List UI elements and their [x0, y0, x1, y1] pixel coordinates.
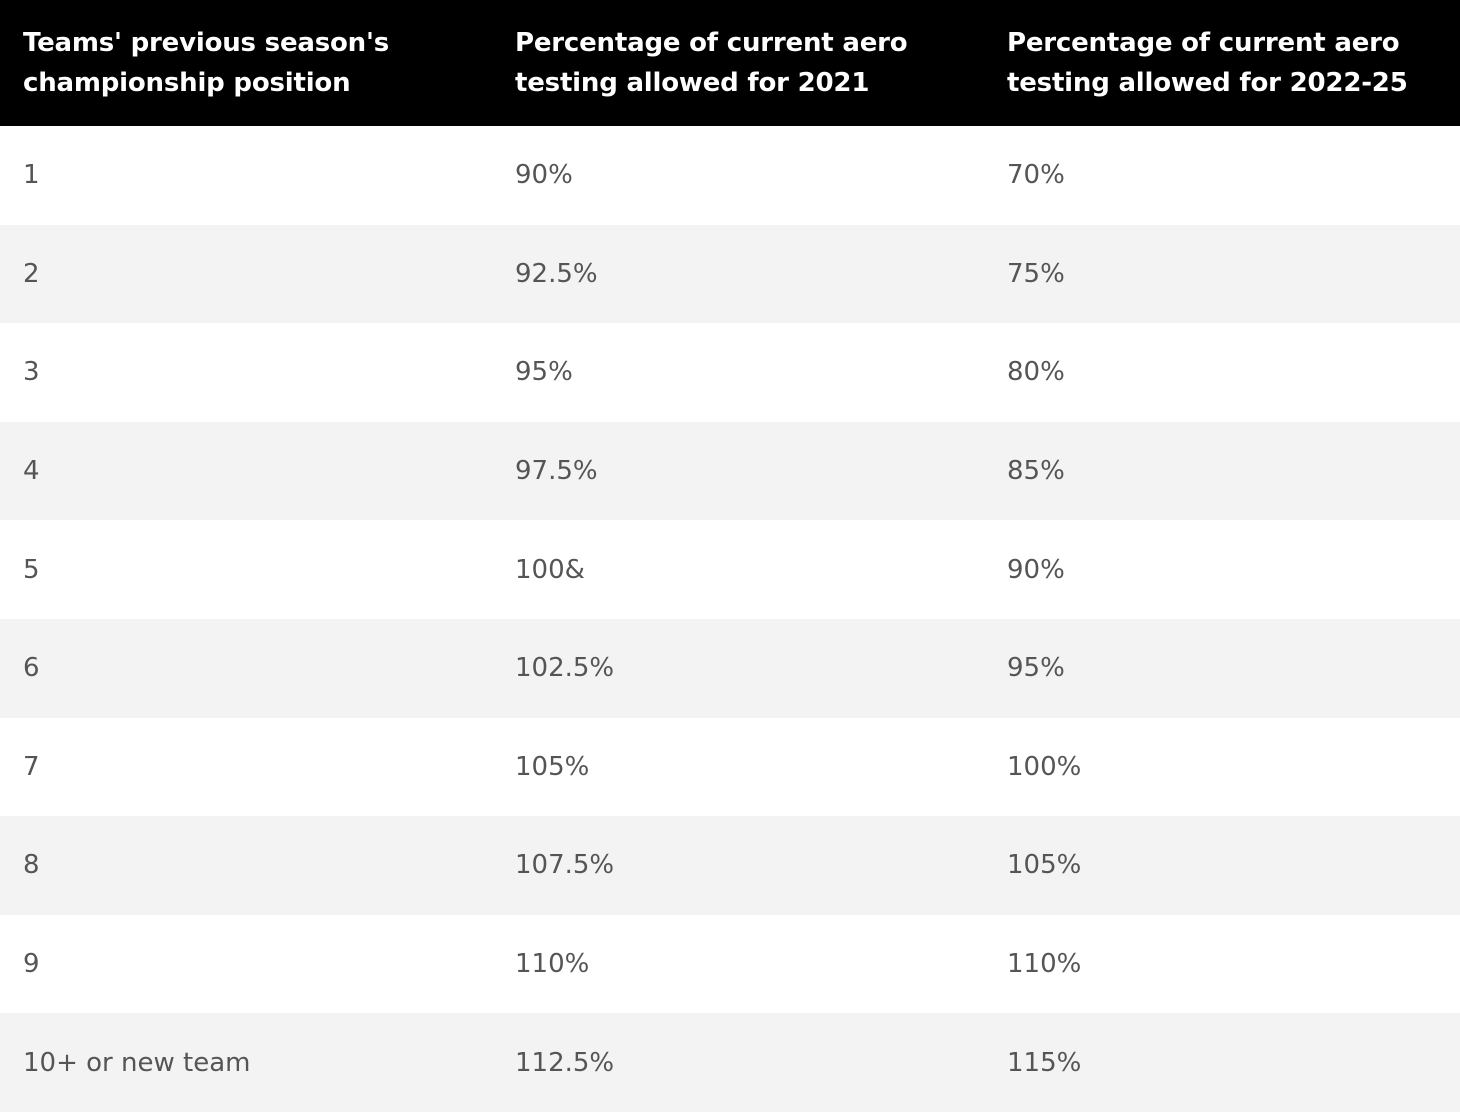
header-aero-testing-2021: Percentage of current aero testing allow…	[515, 28, 908, 98]
cell-2021: 90%	[515, 160, 573, 191]
header-championship-position: Teams' previous season's championship po…	[23, 28, 390, 98]
cell-2021: 112.5%	[515, 1047, 615, 1078]
table-row: 4 97.5% 85%	[0, 421, 1460, 521]
cell-2022-25: 70%	[1007, 160, 1065, 191]
cell-position: 4	[23, 456, 40, 487]
table-body: 1 90% 70% 2 92.5% 75% 3 95% 80% 4 97.5% …	[0, 126, 1460, 1112]
cell-position: 9	[23, 949, 40, 980]
table-row: 1 90% 70%	[0, 126, 1460, 225]
cell-2022-25: 95%	[1007, 653, 1065, 684]
cell-position: 1	[23, 160, 40, 191]
cell-2021: 107.5%	[515, 850, 615, 881]
cell-2022-25: 90%	[1007, 554, 1065, 585]
cell-2021: 97.5%	[515, 456, 598, 487]
cell-2021: 102.5%	[515, 653, 615, 684]
cell-position: 10+ or new team	[23, 1047, 251, 1078]
cell-2021: 110%	[515, 949, 590, 980]
header-aero-testing-2022-25: Percentage of current aero testing allow…	[1007, 28, 1408, 98]
cell-2022-25: 75%	[1007, 258, 1065, 289]
table-row: 6 102.5% 95%	[0, 618, 1460, 718]
cell-2021: 95%	[515, 357, 573, 388]
cell-2021: 105%	[515, 751, 590, 782]
cell-position: 8	[23, 850, 40, 881]
table-row: 8 107.5% 105%	[0, 816, 1460, 915]
cell-2022-25: 80%	[1007, 357, 1065, 388]
cell-position: 2	[23, 258, 40, 289]
table-row: 7 105% 100%	[0, 717, 1460, 817]
cell-2022-25: 110%	[1007, 949, 1082, 980]
cell-2022-25: 85%	[1007, 456, 1065, 487]
cell-2022-25: 105%	[1007, 850, 1082, 881]
header-row: Teams' previous season's championship po…	[0, 0, 1460, 126]
cell-position: 3	[23, 357, 40, 388]
table-row: 5 100& 90%	[0, 520, 1460, 619]
table-row: 2 92.5% 75%	[0, 224, 1460, 324]
table-row: 9 110% 110%	[0, 914, 1460, 1014]
cell-position: 6	[23, 653, 40, 684]
cell-2022-25: 115%	[1007, 1047, 1082, 1078]
cell-position: 5	[23, 554, 40, 585]
cell-2021: 100&	[515, 554, 585, 585]
table-row: 10+ or new team 112.5% 115%	[0, 1013, 1460, 1112]
table-header: Teams' previous season's championship po…	[0, 0, 1460, 126]
cell-2022-25: 100%	[1007, 751, 1082, 782]
table-row: 3 95% 80%	[0, 323, 1460, 422]
cell-2021: 92.5%	[515, 258, 598, 289]
cell-position: 7	[23, 751, 40, 782]
